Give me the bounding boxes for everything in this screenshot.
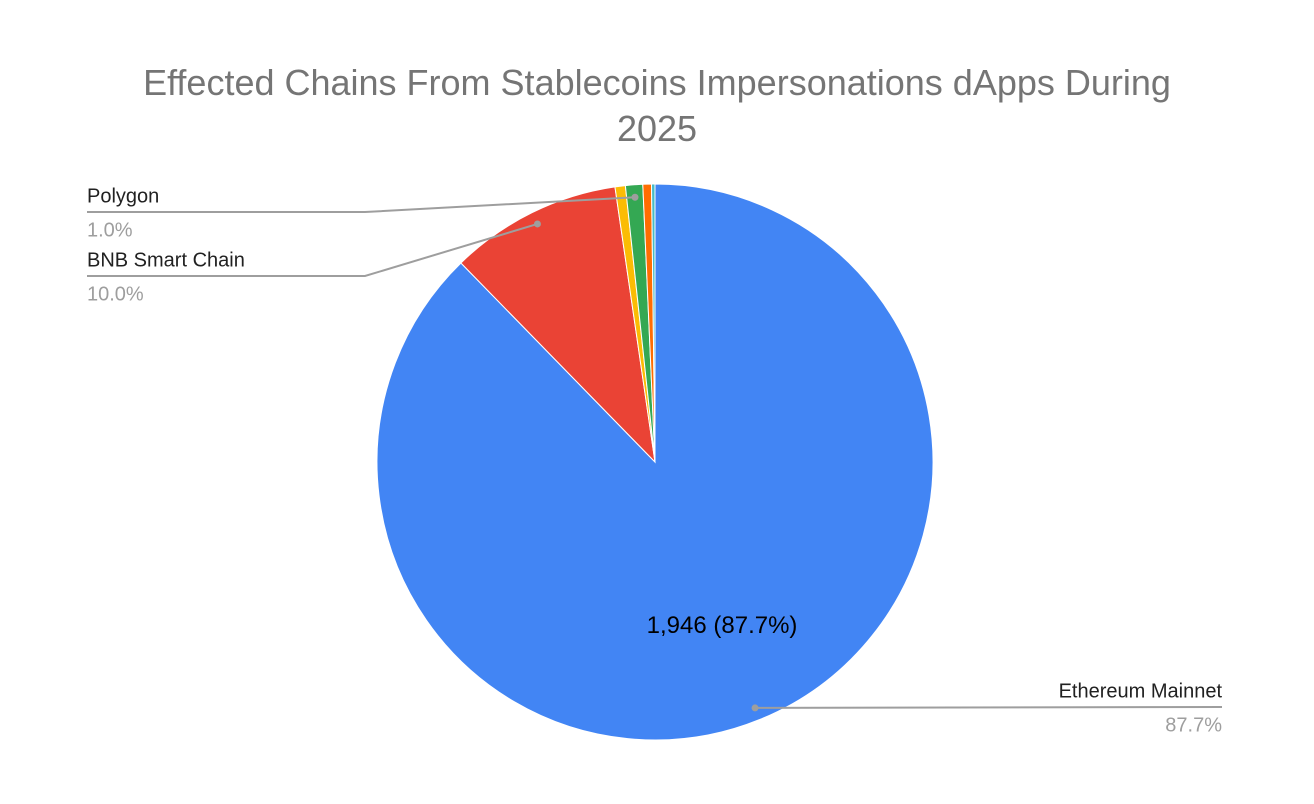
- inner-label: 1,946 (87.7%): [647, 612, 798, 639]
- leader-dot: [751, 704, 759, 712]
- pie-slice: [460, 186, 656, 464]
- leader-line: [755, 706, 1223, 709]
- leader-dot: [533, 220, 541, 228]
- pie-slice: [651, 183, 656, 463]
- leader-line: [87, 222, 538, 277]
- slice-label: Ethereum Mainnet: [1059, 680, 1223, 702]
- slice-percent: 10.0%: [87, 283, 144, 305]
- chart-title: Effected Chains From Stablecoins Imperso…: [143, 62, 1171, 149]
- leader-dot: [631, 193, 639, 201]
- slice-percent: 1.0%: [87, 219, 133, 241]
- leader-line: [87, 196, 636, 213]
- slice-label: Polygon: [87, 185, 159, 207]
- slice-label: BNB Smart Chain: [87, 249, 245, 271]
- slice-percent: 87.7%: [1165, 714, 1222, 736]
